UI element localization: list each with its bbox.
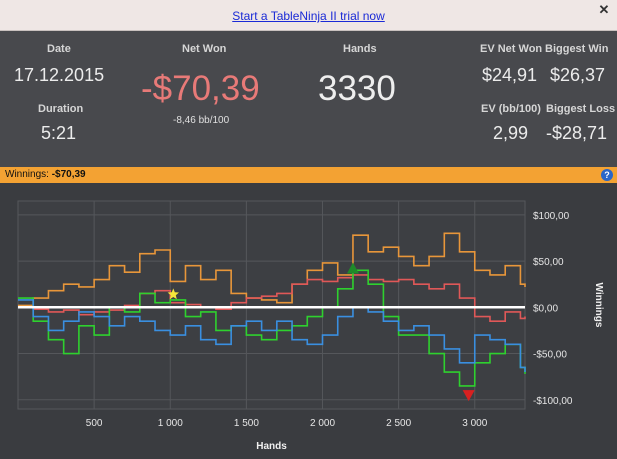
- winnings-value: -$70,39: [51, 169, 86, 180]
- y-axis-label: Winnings: [593, 283, 604, 328]
- y-tick-label: $50,00: [533, 257, 564, 268]
- biggest-loss-value: -$28,71: [546, 123, 608, 143]
- netwon-value: -$70,39: [141, 69, 260, 108]
- orange-series-line: [18, 232, 526, 307]
- triangle-up-marker: [346, 262, 359, 274]
- x-axis-label: Hands: [256, 441, 287, 452]
- winnings-chart: $100,00 $50,00 $0,00 -$50,00 -$100,00 500 1 00…: [0, 183, 617, 454]
- winnings-label: Winnings: -$70,39: [5, 169, 86, 180]
- stats-panel: Date 17.12.2015 Duration 5:21 Net Won -$…: [0, 31, 617, 167]
- ev-netwon-value: $24,91: [482, 65, 538, 85]
- x-tick-label: 1 000: [158, 418, 183, 429]
- close-icon[interactable]: ✕: [598, 2, 610, 17]
- ev-bb-value: 2,99: [493, 123, 529, 143]
- blue-series-line: [18, 299, 526, 373]
- hands-value: 3330: [318, 69, 396, 108]
- netwon-bb: -8,46 bb/100: [173, 115, 230, 126]
- triangle-down-marker: [462, 390, 475, 402]
- duration-value: 5:21: [41, 123, 77, 143]
- x-tick-label: 2 000: [310, 418, 335, 429]
- biggest-win-value: $26,37: [550, 65, 606, 85]
- date-label: Date: [47, 43, 71, 55]
- y-tick-label: $100,00: [533, 211, 570, 222]
- chart-svg: $100,00 $50,00 $0,00 -$50,00 -$100,00 500 1 00…: [17, 200, 604, 452]
- help-icon[interactable]: ?: [601, 169, 613, 181]
- winnings-bar: Winnings: -$70,39 ?: [0, 167, 617, 183]
- date-value: 17.12.2015: [14, 65, 105, 85]
- ev-netwon-label: EV Net Won: [480, 43, 543, 55]
- biggest-win-label: Biggest Win: [545, 43, 609, 55]
- trial-link[interactable]: Start a TableNinja II trial now: [232, 9, 385, 23]
- biggest-win-star-marker: [167, 288, 179, 300]
- x-tick-label: 1 500: [234, 418, 259, 429]
- duration-label: Duration: [38, 103, 84, 115]
- top-banner: Start a TableNinja II trial now ✕: [0, 0, 617, 31]
- green-series-line: [18, 269, 526, 387]
- netwon-label: Net Won: [182, 43, 227, 55]
- y-tick-label: -$50,00: [533, 350, 567, 361]
- winnings-label-text: Winnings:: [5, 169, 49, 180]
- y-tick-label: -$100,00: [533, 396, 573, 407]
- biggest-loss-label: Biggest Loss: [546, 103, 616, 115]
- x-tick-label: 500: [86, 418, 103, 429]
- x-tick-label: 2 500: [386, 418, 411, 429]
- y-tick-label: $0,00: [533, 303, 558, 314]
- x-tick-label: 3 000: [462, 418, 487, 429]
- plot-background: [17, 200, 526, 410]
- hands-label: Hands: [343, 43, 377, 55]
- ev-bb-label: EV (bb/100): [481, 103, 541, 115]
